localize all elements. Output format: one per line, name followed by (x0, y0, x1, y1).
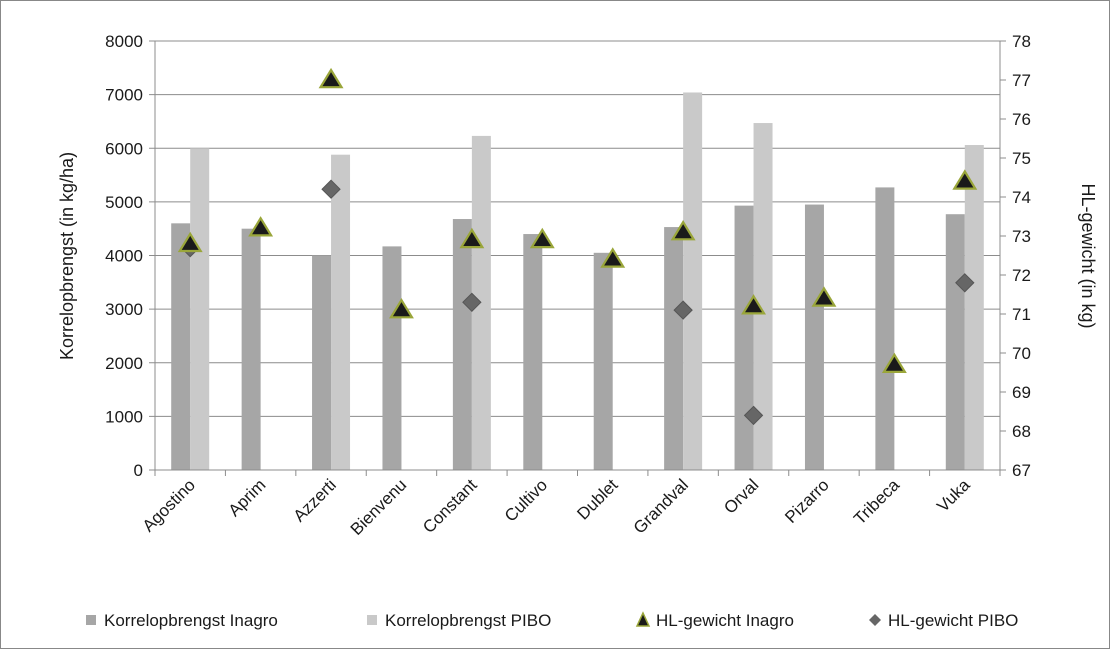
bar-korrelopbrengst-inagro (312, 255, 332, 470)
legend-item: HL-gewicht PIBO (869, 611, 1018, 630)
bar-korrelopbrengst-inagro (593, 252, 613, 470)
bar-series (171, 92, 984, 471)
category-label: Tribeca (850, 475, 903, 528)
left-axis-title: Korrelopbrengst (in kg/ha) (57, 152, 77, 360)
legend-swatch (367, 615, 377, 625)
left-tick-label: 6000 (105, 139, 143, 158)
category-label: Pizarro (781, 475, 833, 527)
category-label: Aprim (225, 475, 270, 520)
right-tick-label: 75 (1012, 149, 1031, 168)
left-tick-label: 4000 (105, 247, 143, 266)
legend-label: HL-gewicht Inagro (656, 611, 794, 630)
left-tick-label: 1000 (105, 407, 143, 426)
bar-korrelopbrengst-pibo (190, 148, 210, 470)
marker-hl-gewicht-inagro (318, 67, 344, 89)
marker-hl-gewicht-inagro (388, 297, 414, 319)
right-tick-label: 70 (1012, 344, 1031, 363)
legend-item: Korrelopbrengst PIBO (367, 611, 551, 630)
marker-hl-gewicht-inagro (881, 352, 907, 373)
left-tick-label: 5000 (105, 193, 143, 212)
category-label: Vuka (933, 475, 974, 516)
category-label: Agostino (139, 475, 199, 535)
bar-korrelopbrengst-inagro (452, 219, 472, 470)
marker-hl-gewicht-inagro (670, 219, 696, 241)
right-axis-ticks: 67 68 69 70 71 72 73 74 75 76 77 78 (1012, 32, 1031, 480)
marker-hl-gewicht-inagro (811, 286, 837, 307)
marker-hl-gewicht-pibo (955, 273, 975, 293)
bar-korrelopbrengst-pibo (471, 135, 491, 470)
left-tick-label: 0 (134, 461, 143, 480)
left-tick-label: 3000 (105, 300, 143, 319)
bar-korrelopbrengst-inagro (734, 205, 754, 470)
marker-hl-gewicht-inagro (459, 227, 485, 249)
bar-korrelopbrengst-pibo (964, 145, 984, 470)
bar-korrelopbrengst-pibo (683, 92, 703, 470)
bar-korrelopbrengst-inagro (241, 228, 261, 470)
left-tick-label: 7000 (105, 86, 143, 105)
marker-hl-gewicht-pibo (743, 405, 764, 426)
legend: Korrelopbrengst Inagro Korrelopbrengst PI… (86, 611, 1018, 630)
marker-series (177, 67, 978, 426)
bar-korrelopbrengst-inagro (382, 246, 402, 470)
legend-label: Korrelopbrengst PIBO (385, 611, 551, 630)
legend-label: Korrelopbrengst Inagro (104, 611, 278, 630)
left-tick-label: 2000 (105, 354, 143, 373)
bar-korrelopbrengst-inagro (804, 204, 824, 470)
marker-hl-gewicht-pibo (462, 292, 482, 313)
right-tick-label: 68 (1012, 422, 1031, 441)
right-tick-label: 73 (1012, 227, 1031, 246)
category-label: Grandval (630, 475, 692, 537)
marker-hl-gewicht-inagro (177, 231, 203, 253)
right-tick-label: 77 (1012, 71, 1031, 90)
legend-swatch (635, 611, 651, 627)
axes (149, 40, 1006, 476)
right-tick-label: 72 (1012, 266, 1031, 285)
legend-label: HL-gewicht PIBO (888, 611, 1018, 630)
right-tick-label: 69 (1012, 383, 1031, 402)
bar-korrelopbrengst-pibo (331, 154, 351, 470)
bar-korrelopbrengst-inagro (664, 227, 684, 470)
bar-korrelopbrengst-inagro (523, 234, 543, 470)
marker-hl-gewicht-inagro (600, 247, 626, 268)
left-tick-label: 8000 (105, 32, 143, 51)
category-label: Bienvenu (347, 475, 411, 539)
marker-hl-gewicht-inagro (529, 227, 555, 249)
right-tick-label: 71 (1012, 305, 1031, 324)
marker-hl-gewicht-inagro (741, 294, 767, 315)
legend-swatch (86, 615, 96, 625)
marker-hl-gewicht-pibo (673, 300, 693, 320)
marker-hl-gewicht-inagro (248, 216, 274, 237)
category-label: Orval (720, 475, 762, 517)
category-label: Azzerti (290, 475, 340, 525)
bar-korrelopbrengst-inagro (875, 187, 895, 471)
category-label: Dublet (573, 475, 621, 523)
bar-korrelopbrengst-inagro (945, 214, 965, 470)
legend-item: Korrelopbrengst Inagro (86, 611, 278, 630)
right-tick-label: 67 (1012, 461, 1031, 480)
right-tick-label: 76 (1012, 110, 1031, 129)
marker-hl-gewicht-inagro (952, 169, 978, 190)
bar-korrelopbrengst-pibo (753, 123, 773, 470)
left-axis-ticks: 0 1000 2000 3000 4000 5000 6000 7000 8000 (105, 32, 143, 480)
legend-swatch (869, 614, 881, 626)
category-label: Cultivo (501, 475, 551, 525)
right-tick-label: 78 (1012, 32, 1031, 51)
category-label: Constant (419, 475, 481, 537)
category-labels: Agostino Aprim Azzerti Bienvenu Constant Cult… (139, 475, 974, 539)
right-axis-title: HL-gewicht (in kg) (1078, 183, 1098, 328)
right-tick-label: 74 (1012, 188, 1031, 207)
bar-korrelopbrengst-inagro (171, 223, 191, 470)
gridlines (155, 40, 1000, 471)
legend-item: HL-gewicht Inagro (635, 611, 794, 630)
marker-hl-gewicht-pibo (321, 179, 341, 199)
